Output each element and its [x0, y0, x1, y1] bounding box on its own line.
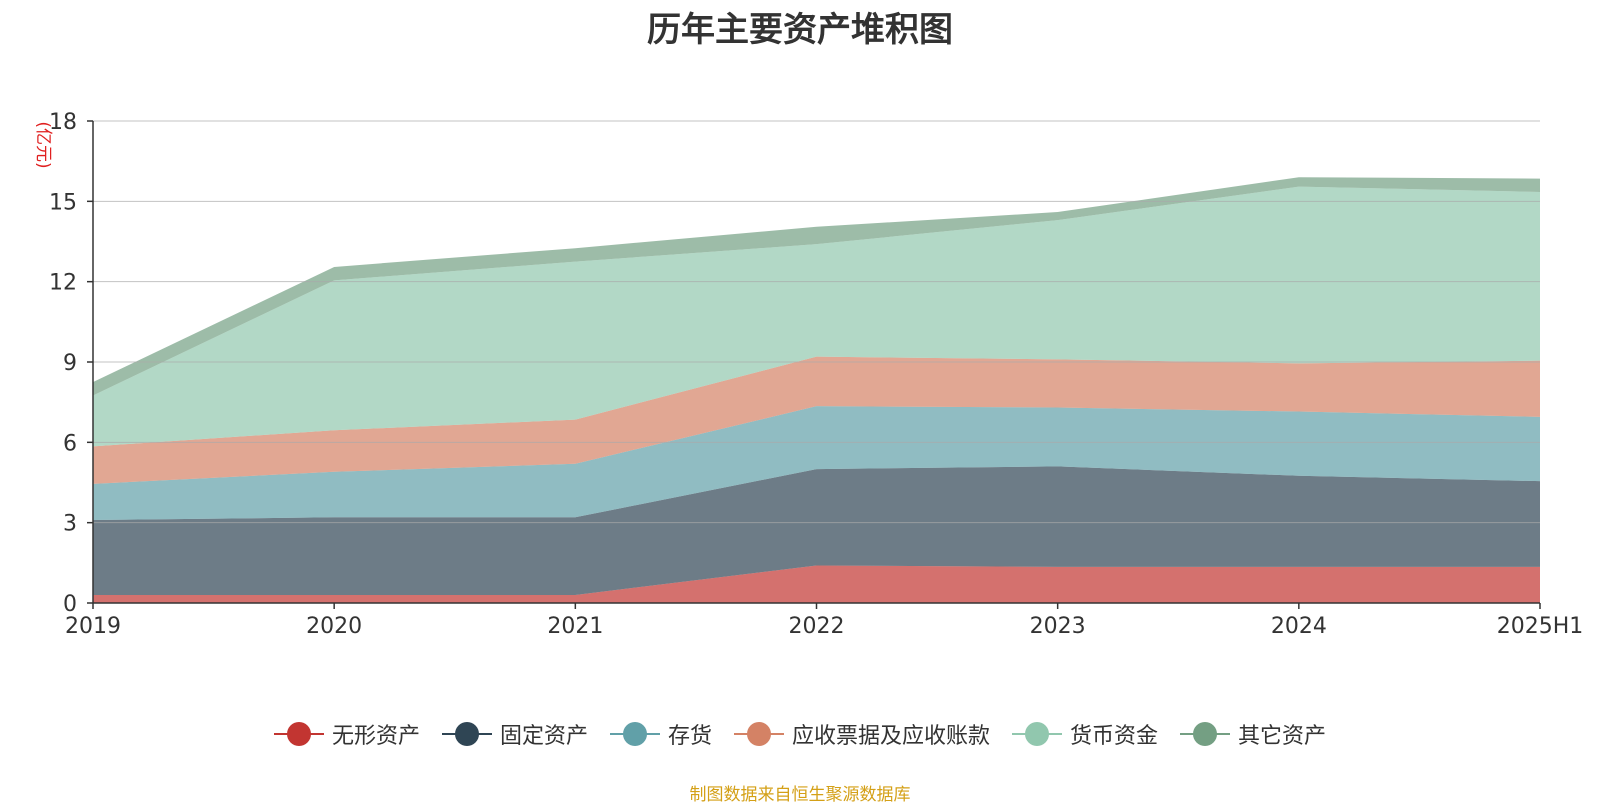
legend-item-4[interactable]: 货币资金 [1012, 718, 1158, 750]
y-axis-label: (亿元) [33, 121, 53, 168]
y-tick-label-6: 18 [49, 110, 77, 135]
x-tick-label-2: 2021 [547, 614, 603, 639]
legend-marker-icon [273, 721, 324, 747]
x-tick-label-4: 2023 [1030, 614, 1086, 639]
x-tick-label-1: 2020 [306, 614, 362, 639]
legend-label: 货币资金 [1070, 724, 1159, 749]
legend: 无形资产 固定资产 存货 应收票据及应收账款 货币资金 其它资产 [0, 718, 1600, 750]
x-tick-label-6: 2025H1 [1497, 614, 1584, 639]
area-series-group [93, 177, 1540, 603]
area-series-2 [93, 406, 1540, 520]
y-tick-label-0: 0 [63, 592, 77, 617]
legend-marker-icon [1012, 721, 1063, 747]
y-tick-label-2: 6 [63, 431, 77, 456]
legend-item-2[interactable]: 存货 [609, 718, 712, 750]
legend-item-1[interactable]: 固定资产 [441, 718, 588, 750]
area-series-3 [93, 356, 1540, 484]
area-series-0 [93, 565, 1540, 603]
y-tick-label-3: 9 [63, 351, 77, 376]
legend-item-3[interactable]: 应收票据及应收账款 [734, 718, 990, 750]
legend-item-0[interactable]: 无形资产 [273, 718, 420, 750]
y-tick-label-1: 3 [63, 512, 77, 537]
x-tick-label-3: 2022 [789, 614, 845, 639]
legend-label: 固定资产 [499, 724, 588, 749]
area-series-1 [93, 466, 1540, 595]
legend-label: 存货 [667, 724, 712, 749]
x-tick-label-5: 2024 [1271, 614, 1327, 639]
legend-marker-icon [1180, 721, 1231, 747]
chart-title: 历年主要资产堆积图 [647, 10, 953, 50]
legend-label: 应收票据及应收账款 [792, 724, 991, 749]
legend-marker-icon [441, 721, 492, 747]
legend-marker-icon [734, 721, 784, 747]
area-series-4 [93, 186, 1540, 447]
legend-label: 无形资产 [331, 724, 420, 749]
legend-item-5[interactable]: 其它资产 [1180, 718, 1326, 750]
legend-label: 其它资产 [1238, 724, 1327, 749]
legend-marker-icon [609, 721, 660, 747]
x-tick-label-0: 2019 [65, 614, 121, 639]
y-tick-label-4: 12 [49, 271, 77, 296]
source-note: 制图数据来自恒生聚源数据库 [689, 785, 911, 805]
y-tick-label-5: 15 [49, 190, 77, 215]
